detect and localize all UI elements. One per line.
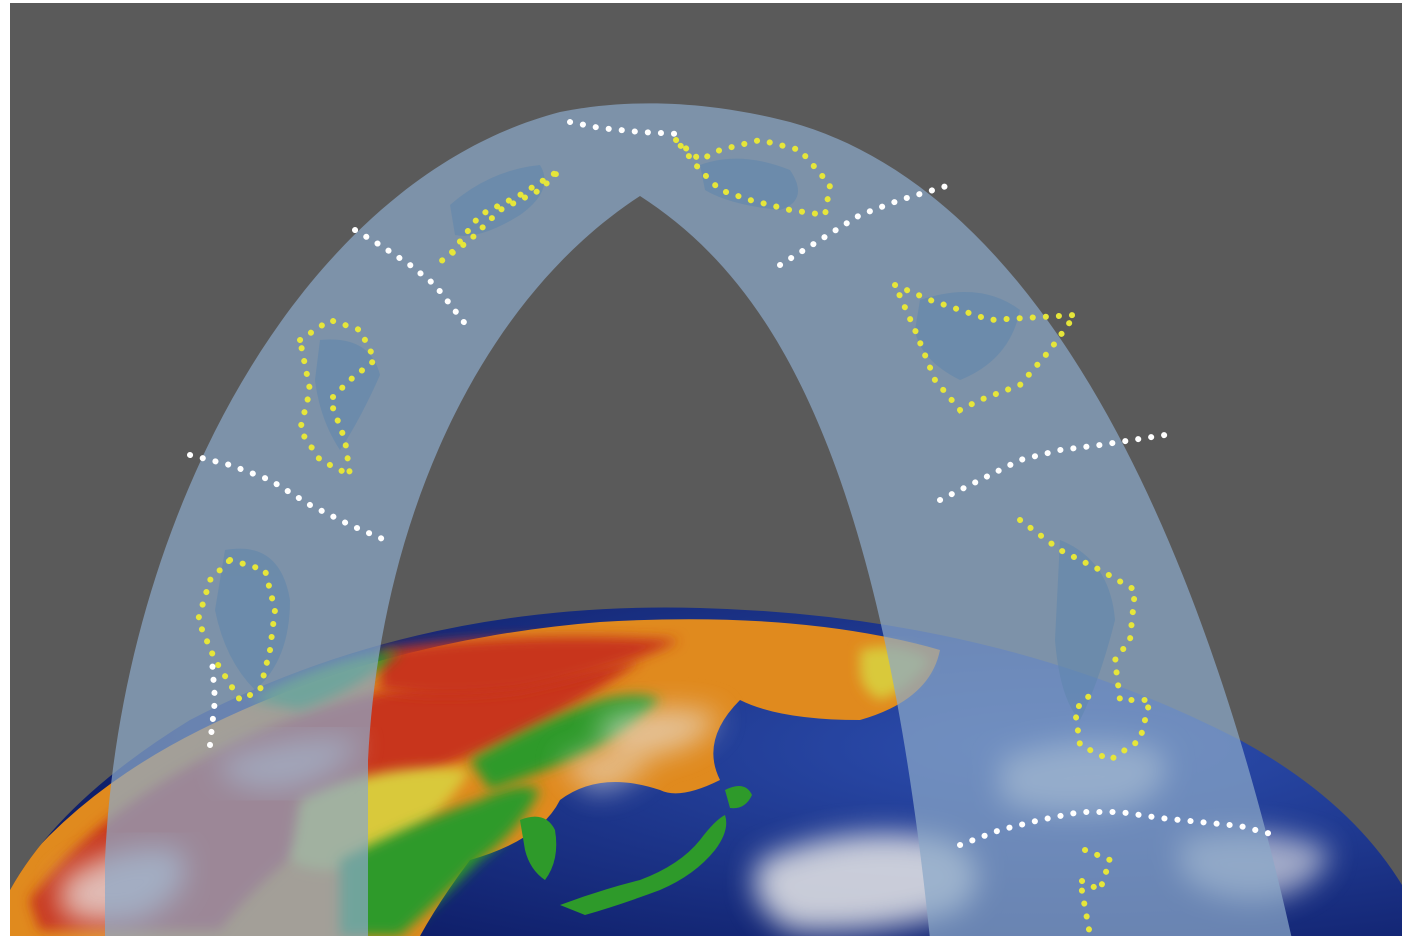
boundary-upper-left xyxy=(352,227,473,333)
constellation-right xyxy=(892,282,1082,414)
figure-top xyxy=(700,158,798,210)
constellation-lower-right xyxy=(1017,517,1154,764)
figure-left xyxy=(315,339,380,450)
boundary-lower-right xyxy=(957,809,1278,848)
constellation-outlines xyxy=(194,136,1154,936)
constellation-lower-left xyxy=(194,557,279,704)
constellation-left xyxy=(296,316,379,481)
korean-peninsula xyxy=(520,816,557,880)
figure-upper-left xyxy=(450,165,545,236)
boundary-upper-right xyxy=(777,182,953,268)
figure-right xyxy=(915,292,1020,380)
japan-islands xyxy=(560,815,727,915)
hokkaido-island xyxy=(725,786,752,809)
boundary-top xyxy=(567,119,683,137)
constellation-top xyxy=(673,136,834,219)
constellation-boundaries xyxy=(187,119,1278,848)
constellation-upper-left xyxy=(437,167,563,265)
boundary-right xyxy=(937,432,1168,503)
boundary-lower-left xyxy=(207,657,219,748)
figure-lower-right xyxy=(1055,540,1115,720)
boundary-left xyxy=(187,452,388,543)
